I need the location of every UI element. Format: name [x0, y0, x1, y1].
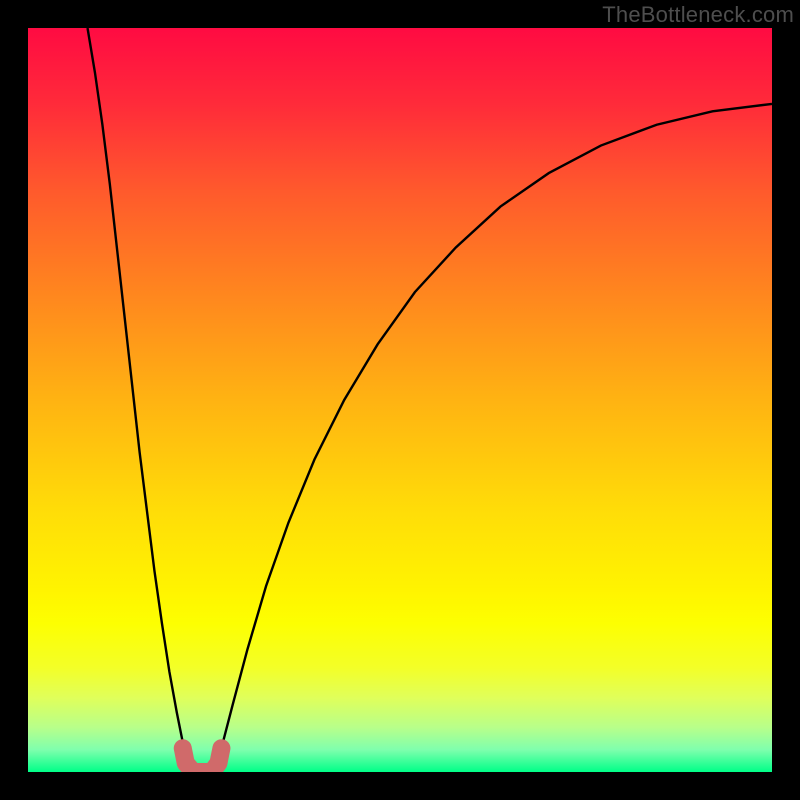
left-curve	[88, 28, 188, 759]
curve-layer	[28, 28, 772, 772]
right-curve	[218, 104, 772, 759]
chart-container: TheBottleneck.com	[0, 0, 800, 800]
watermark-text: TheBottleneck.com	[602, 2, 794, 28]
plot-area	[28, 28, 772, 772]
bottom-marker	[183, 748, 222, 772]
